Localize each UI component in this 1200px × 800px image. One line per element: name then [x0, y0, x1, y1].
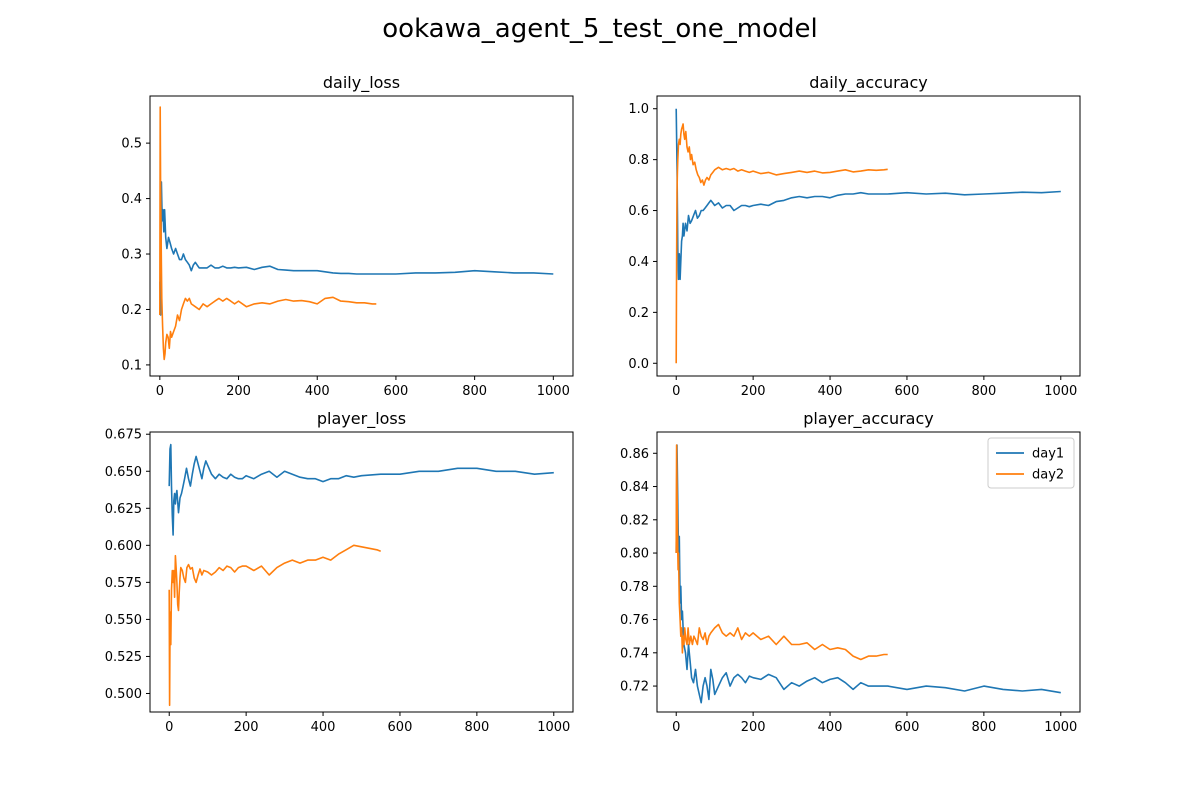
y-tick-label: 0.525	[105, 650, 142, 665]
x-tick-label: 600	[895, 384, 920, 399]
x-tick-label: 0	[672, 720, 680, 735]
y-tick-label: 0.675	[105, 428, 142, 443]
subplot-title: daily_accuracy	[809, 73, 928, 93]
legend-label-day2: day2	[1032, 468, 1064, 483]
subplot-player_loss: player_loss 0 200 400 600 800 1000 0.500 0.525 0.…	[105, 409, 574, 735]
x-tick-label: 1000	[1044, 384, 1077, 399]
series-line-day1	[675, 444, 1061, 704]
subplot-player_accuracy: player_accuracy 0 200 400 600 800 1000 0.72 0.74…	[620, 409, 1081, 735]
series-line-day1	[168, 443, 554, 536]
y-tick-label: 0.1	[121, 358, 142, 373]
x-tick-label: 800	[464, 720, 489, 735]
legend: day1 day2	[987, 437, 1075, 489]
x-tick-label: 800	[971, 384, 996, 399]
axes-frame	[656, 431, 1081, 713]
axes-frame	[149, 431, 574, 713]
series-line-day2	[675, 123, 888, 364]
y-tick-label: 0.72	[620, 680, 649, 695]
x-tick-label: 200	[741, 720, 766, 735]
x-tick-label: 400	[818, 720, 843, 735]
x-tick-label: 600	[384, 384, 409, 399]
figure-title: ookawa_agent_5_test_one_model	[382, 14, 817, 44]
subplot-title: daily_loss	[323, 73, 400, 93]
legend-box	[987, 437, 1075, 489]
x-tick-label: 600	[388, 720, 413, 735]
y-tick-label: 0.575	[105, 576, 142, 591]
y-tick-label: 0.2	[121, 303, 142, 318]
y-tick-label: 1.0	[628, 102, 649, 117]
x-tick-label: 1000	[1044, 720, 1077, 735]
x-tick-label: 200	[234, 720, 259, 735]
y-tick-label: 0.74	[620, 646, 649, 661]
y-tick-label: 0.5	[121, 137, 142, 152]
axes-frame	[149, 95, 574, 377]
x-tick-label: 0	[165, 720, 173, 735]
y-tick-label: 0.8	[628, 153, 649, 168]
subplot-title: player_loss	[317, 409, 406, 429]
y-tick-label: 0.4	[628, 255, 649, 270]
y-tick-label: 0.80	[620, 547, 649, 562]
axes-root: daily_loss 0 200 400 600 800 1000 0.1 0.2 0.3 0.4 0…	[105, 73, 1081, 735]
x-tick-label: 400	[311, 720, 336, 735]
series-line-day2	[159, 106, 377, 361]
y-tick-label: 0.650	[105, 465, 142, 480]
y-tick-label: 0.6	[628, 204, 649, 219]
y-tick-label: 0.600	[105, 539, 142, 554]
y-tick-label: 0.76	[620, 613, 649, 628]
y-tick-label: 0.625	[105, 502, 142, 517]
series-line-day2	[168, 544, 381, 707]
y-tick-label: 0.86	[620, 447, 649, 462]
x-tick-label: 0	[156, 384, 164, 399]
x-tick-label: 600	[895, 720, 920, 735]
x-tick-label: 200	[226, 384, 251, 399]
axes-frame	[656, 95, 1081, 377]
x-tick-label: 800	[971, 720, 996, 735]
y-tick-label: 0.82	[620, 513, 649, 528]
x-tick-label: 1000	[537, 720, 570, 735]
subplot-daily_accuracy: daily_accuracy 0 200 400 600 800 1000 0.0 0.2 0.4…	[628, 73, 1081, 399]
x-tick-label: 800	[462, 384, 487, 399]
y-tick-label: 0.550	[105, 613, 142, 628]
y-tick-label: 0.3	[121, 248, 142, 263]
series-line-day2	[675, 444, 888, 661]
x-tick-label: 0	[672, 384, 680, 399]
y-tick-label: 0.500	[105, 687, 142, 702]
x-tick-label: 400	[818, 384, 843, 399]
y-tick-label: 0.2	[628, 306, 649, 321]
series-line-day1	[675, 108, 1061, 281]
x-tick-label: 400	[305, 384, 330, 399]
y-tick-label: 0.4	[121, 192, 142, 207]
subplot-title: player_accuracy	[803, 409, 933, 429]
y-tick-label: 0.0	[628, 357, 649, 372]
y-tick-label: 0.84	[620, 480, 649, 495]
x-tick-label: 200	[741, 384, 766, 399]
y-tick-label: 0.78	[620, 580, 649, 595]
subplot-daily_loss: daily_loss 0 200 400 600 800 1000 0.1 0.2 0.3 0.4 0…	[121, 73, 574, 399]
x-tick-label: 1000	[537, 384, 570, 399]
legend-label-day1: day1	[1032, 447, 1064, 462]
series-line-day1	[159, 181, 554, 316]
